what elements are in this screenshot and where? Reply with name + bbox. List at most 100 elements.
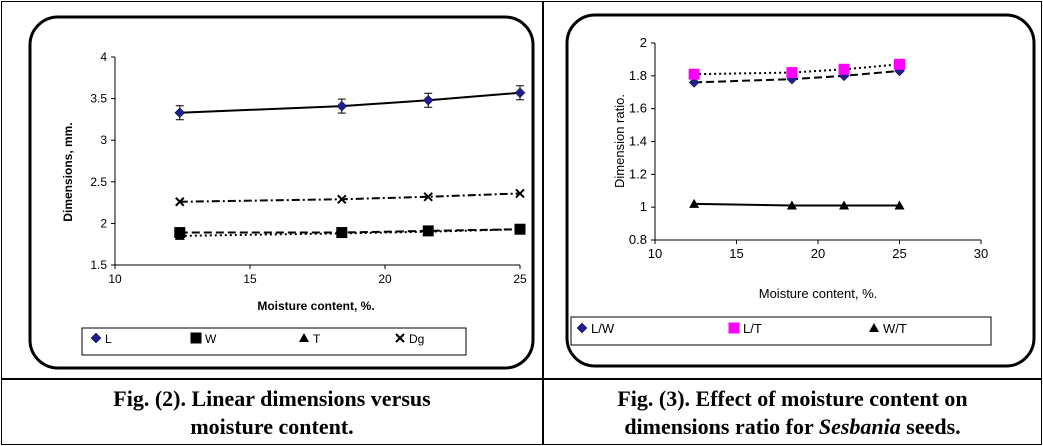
x-tick-label: 20 xyxy=(811,246,825,261)
chart-linear-dimensions: Dimensions, mm. Moisture content, %. 1.5… xyxy=(28,15,535,370)
data-point xyxy=(337,194,347,204)
series-dg xyxy=(175,188,525,207)
legend-label: T xyxy=(313,332,321,346)
y-tick-label: 1.6 xyxy=(629,101,647,116)
data-point xyxy=(839,200,850,210)
legend-item: Dg xyxy=(395,332,424,346)
series-line xyxy=(179,228,521,237)
chart-frame xyxy=(565,13,1036,368)
legend-marker xyxy=(869,323,879,332)
legend-item: W xyxy=(190,332,217,346)
data-point xyxy=(336,228,347,238)
x-tick-label: 15 xyxy=(243,272,257,286)
data-point xyxy=(174,230,185,240)
y-tick-label: 1 xyxy=(640,199,647,214)
data-point xyxy=(894,58,905,70)
x-tick-label: 30 xyxy=(974,246,988,261)
legend-marker xyxy=(395,333,405,343)
data-point xyxy=(423,192,433,202)
data-point xyxy=(175,197,185,207)
legend-label: L/T xyxy=(743,321,762,336)
series-w-t xyxy=(689,198,905,210)
y-tick-label: 1.8 xyxy=(629,68,647,83)
data-point xyxy=(786,67,798,79)
y-tick-label: 1.5 xyxy=(90,258,107,272)
series-line xyxy=(694,202,900,207)
legend-box xyxy=(570,316,992,346)
data-point xyxy=(688,68,700,80)
caption-text: seeds. xyxy=(900,414,961,439)
legend-marker xyxy=(728,322,740,334)
series-t xyxy=(174,224,525,240)
legend: L/W L/T W/T xyxy=(576,321,907,336)
y-tick-label: 2 xyxy=(100,216,107,230)
species-name: Sesbania xyxy=(818,414,901,439)
y-axis-title: Dimensions, mm. xyxy=(61,122,75,221)
legend-label: W/T xyxy=(883,321,907,336)
caption-line: Fig. (2). Linear dimensions versus xyxy=(113,386,431,411)
table-divider-horizontal xyxy=(1,378,1042,380)
data-point xyxy=(515,188,525,199)
legend-marker xyxy=(576,322,588,334)
legend-item: T xyxy=(299,332,321,346)
y-tick-label: 4 xyxy=(100,50,107,64)
caption-figure-3: Fig. (3). Effect of moisture content on … xyxy=(544,381,1041,445)
y-tick-label: 0.8 xyxy=(629,232,647,247)
caption-line: dimensions ratio for Sesbania seeds. xyxy=(624,413,960,441)
plot-area: 0.8 1 1.2 1.4 1.6 1.8 2 10 15 20 25 30 xyxy=(629,35,988,261)
caption-figure-2: Fig. (2). Linear dimensions versus moist… xyxy=(2,381,542,445)
data-point xyxy=(422,94,434,106)
table-divider-vertical xyxy=(542,1,544,445)
legend-box xyxy=(81,327,467,356)
legend-item: L xyxy=(90,332,112,346)
legend-item: L/W xyxy=(576,321,615,336)
data-point xyxy=(514,87,526,99)
data-point xyxy=(786,200,797,210)
legend-label: L/W xyxy=(591,321,615,336)
legend-item: W/T xyxy=(869,321,907,336)
y-tick-label: 3.5 xyxy=(90,92,107,106)
legend-marker xyxy=(190,332,202,344)
x-tick-label: 15 xyxy=(729,246,743,261)
x-tick-label: 20 xyxy=(378,272,392,286)
legend-label: Dg xyxy=(409,332,424,346)
data-point xyxy=(894,200,905,210)
x-tick-label: 10 xyxy=(648,246,662,261)
data-point xyxy=(174,107,186,119)
x-tick-label: 25 xyxy=(513,272,527,286)
y-tick-label: 1.2 xyxy=(629,166,647,181)
chart-dimension-ratio: Dimension ratio. Moisture content, %. 0.… xyxy=(565,13,1036,368)
legend-marker xyxy=(90,332,102,344)
x-tick-label: 25 xyxy=(892,246,906,261)
caption-line: moisture content. xyxy=(190,414,354,439)
y-tick-label: 2.5 xyxy=(90,175,107,189)
y-axis-title: Dimension ratio. xyxy=(612,94,627,188)
x-tick-label: 10 xyxy=(108,272,122,286)
x-axis-title: Moisture content, %. xyxy=(257,299,374,313)
y-tick-label: 3 xyxy=(100,133,107,147)
caption-line: Fig. (3). Effect of moisture content on xyxy=(617,386,968,411)
y-tick-label: 1.4 xyxy=(629,134,647,149)
legend-label: W xyxy=(205,332,217,346)
series-line xyxy=(179,91,521,114)
legend-label: L xyxy=(105,332,112,346)
series-l-t xyxy=(688,58,905,80)
plot-area: 1.5 2 2.5 3 3.5 4 10 15 20 25 xyxy=(90,50,527,286)
series-line xyxy=(179,192,521,203)
data-point xyxy=(689,198,700,208)
y-tick-label: 2 xyxy=(640,35,647,50)
legend-marker xyxy=(299,333,309,342)
data-point xyxy=(336,100,348,112)
data-point xyxy=(688,77,700,88)
chart-frame xyxy=(28,15,535,370)
caption-text: dimensions ratio for xyxy=(624,414,819,439)
legend-item: L/T xyxy=(728,321,762,336)
data-point xyxy=(423,226,434,236)
data-point xyxy=(838,63,850,75)
series-line xyxy=(694,69,900,84)
x-axis-title: Moisture content, %. xyxy=(759,286,878,301)
series-l xyxy=(174,85,526,121)
data-point xyxy=(515,224,525,234)
